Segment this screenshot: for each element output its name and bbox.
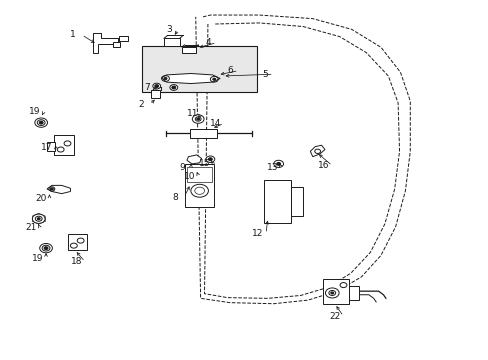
Bar bbox=[264, 180, 290, 223]
Circle shape bbox=[35, 118, 47, 127]
Bar bbox=[151, 90, 159, 98]
Text: 6: 6 bbox=[226, 66, 232, 75]
Text: 20: 20 bbox=[35, 194, 46, 203]
Text: 11: 11 bbox=[186, 109, 198, 118]
Text: 3: 3 bbox=[166, 25, 172, 34]
Text: 18: 18 bbox=[70, 257, 82, 266]
Text: 19: 19 bbox=[31, 254, 43, 263]
Circle shape bbox=[37, 218, 40, 220]
Circle shape bbox=[32, 214, 45, 224]
Bar bbox=[54, 135, 74, 155]
Text: 21: 21 bbox=[25, 223, 37, 232]
Text: 14: 14 bbox=[209, 119, 221, 128]
Bar bbox=[163, 39, 179, 45]
Circle shape bbox=[208, 158, 212, 161]
Circle shape bbox=[190, 184, 208, 197]
Text: 9: 9 bbox=[179, 163, 184, 172]
Circle shape bbox=[171, 86, 175, 89]
Bar bbox=[182, 47, 195, 53]
Circle shape bbox=[44, 247, 48, 249]
Text: 2: 2 bbox=[138, 100, 143, 109]
Polygon shape bbox=[186, 155, 201, 164]
Polygon shape bbox=[93, 33, 118, 53]
Text: 12: 12 bbox=[251, 229, 263, 238]
Circle shape bbox=[155, 85, 158, 87]
Bar bbox=[68, 234, 87, 250]
Text: 16: 16 bbox=[317, 161, 328, 170]
Bar bbox=[47, 142, 55, 151]
Text: 7: 7 bbox=[144, 83, 149, 92]
Circle shape bbox=[39, 121, 43, 124]
Text: 1: 1 bbox=[70, 30, 76, 39]
Circle shape bbox=[212, 78, 215, 80]
Bar bbox=[184, 164, 214, 207]
Circle shape bbox=[42, 245, 50, 251]
Bar bbox=[348, 286, 358, 300]
Text: 8: 8 bbox=[172, 193, 178, 202]
Text: 4: 4 bbox=[204, 38, 210, 47]
Text: 5: 5 bbox=[262, 70, 267, 79]
Bar bbox=[187, 167, 211, 182]
Text: 13: 13 bbox=[266, 163, 278, 172]
Polygon shape bbox=[161, 73, 220, 84]
Circle shape bbox=[163, 77, 166, 80]
Text: 10: 10 bbox=[184, 172, 195, 181]
Text: 19: 19 bbox=[29, 107, 41, 116]
Circle shape bbox=[205, 156, 214, 162]
Text: 17: 17 bbox=[41, 143, 53, 152]
Circle shape bbox=[194, 187, 204, 194]
Text: 15: 15 bbox=[198, 159, 210, 168]
Bar bbox=[189, 129, 216, 138]
Circle shape bbox=[50, 188, 53, 190]
Polygon shape bbox=[310, 145, 325, 157]
Circle shape bbox=[37, 120, 45, 126]
Circle shape bbox=[40, 243, 52, 253]
Circle shape bbox=[276, 162, 280, 165]
Text: 22: 22 bbox=[328, 312, 340, 321]
Bar bbox=[322, 279, 348, 304]
Circle shape bbox=[273, 160, 283, 167]
Circle shape bbox=[153, 83, 160, 89]
Bar bbox=[119, 36, 128, 41]
Circle shape bbox=[192, 115, 203, 123]
Bar bbox=[142, 45, 256, 92]
Circle shape bbox=[196, 118, 199, 120]
Circle shape bbox=[169, 85, 177, 90]
Bar bbox=[290, 187, 303, 216]
Bar bbox=[113, 42, 120, 46]
Circle shape bbox=[330, 292, 333, 294]
Polygon shape bbox=[47, 185, 70, 194]
